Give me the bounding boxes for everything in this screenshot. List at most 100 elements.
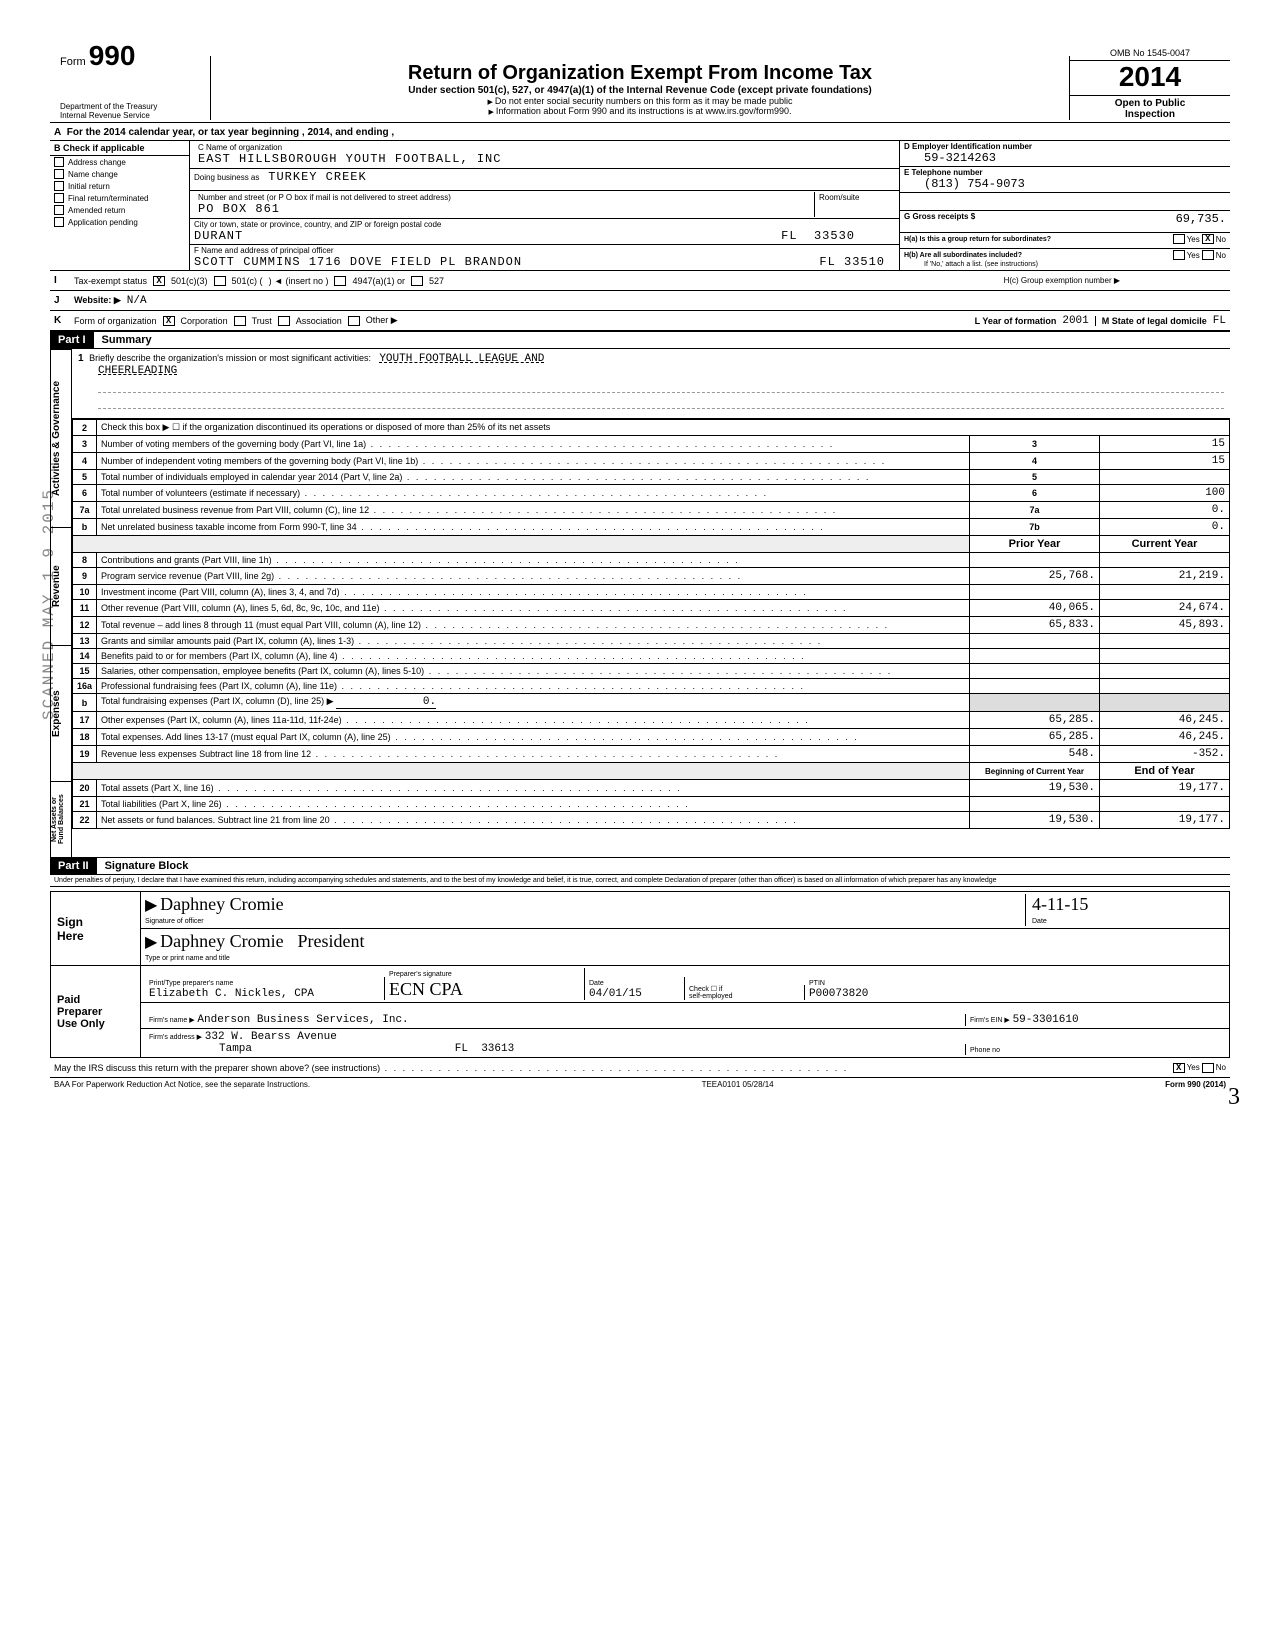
org-name: EAST HILLSBOROUGH YOUTH FOOTBALL, INC xyxy=(198,152,501,166)
chk-final-return[interactable]: Final return/terminated xyxy=(50,192,189,204)
chk-label: Amended return xyxy=(68,206,125,215)
chk-corporation[interactable]: X xyxy=(163,316,175,326)
line15-curr xyxy=(1100,664,1230,679)
officer-sig-label: Signature of officer xyxy=(145,918,204,925)
chk-initial-return[interactable]: Initial return xyxy=(50,180,189,192)
chk-association[interactable] xyxy=(278,316,290,326)
chk-4947[interactable] xyxy=(334,276,346,286)
open-inspection: Open to Public Inspection xyxy=(1070,96,1230,120)
chk-label: Final return/terminated xyxy=(68,194,148,203)
firm-phone-label: Phone no xyxy=(970,1047,1000,1054)
dba-value: TURKEY CREEK xyxy=(268,170,366,184)
line8-curr xyxy=(1100,553,1230,568)
line7a-val: 0. xyxy=(1100,502,1230,519)
line22-curr: 19,177. xyxy=(1100,812,1230,829)
mission-text2: CHEERLEADING xyxy=(78,365,177,377)
chk-trust[interactable] xyxy=(234,316,246,326)
row-a-text: For the 2014 calendar year, or tax year … xyxy=(67,127,394,138)
chk-name-change[interactable]: Name change xyxy=(50,168,189,180)
part1-num: Part I xyxy=(50,332,94,348)
line6-desc: Total number of volunteers (estimate if … xyxy=(97,485,970,502)
line5-box: 5 xyxy=(970,470,1100,485)
line19-curr: -352. xyxy=(1100,746,1230,763)
vlabel-expenses: Expenses xyxy=(50,645,72,781)
form-title: Return of Organization Exempt From Incom… xyxy=(221,62,1059,85)
chk-501c[interactable] xyxy=(214,276,226,286)
line17-desc: Other expenses (Part IX, column (A), lin… xyxy=(97,712,970,729)
part1-title: Summary xyxy=(94,331,1230,349)
phone-value: (813) 754-9073 xyxy=(904,177,1025,191)
line21-prior xyxy=(970,797,1100,812)
gross-label: G Gross receipts $ xyxy=(904,212,975,221)
chk-address-change[interactable]: Address change xyxy=(50,156,189,168)
line16a-prior xyxy=(970,679,1100,694)
line21-curr xyxy=(1100,797,1230,812)
city-label: City or town, state or province, country… xyxy=(194,220,441,229)
line17-prior: 65,285. xyxy=(970,712,1100,729)
officer-printed-name: Daphney Cromie xyxy=(160,931,283,951)
line5-desc: Total number of individuals employed in … xyxy=(97,470,970,485)
section-bcde: B Check if applicable Address change Nam… xyxy=(50,141,1230,271)
state-value: FL xyxy=(781,229,797,243)
yof-value: 2001 xyxy=(1062,315,1088,327)
line6-box: 6 xyxy=(970,485,1100,502)
line10-curr xyxy=(1100,585,1230,600)
chk-amended-return[interactable]: Amended return xyxy=(50,204,189,216)
line17-curr: 46,245. xyxy=(1100,712,1230,729)
line2: Check this box ▶ ☐ if the organization d… xyxy=(97,420,1230,436)
line16a-desc: Professional fundraising fees (Part IX, … xyxy=(97,679,970,694)
ha-no[interactable]: X xyxy=(1202,234,1214,244)
hdr-current: Current Year xyxy=(1100,536,1230,553)
chk-label: Name change xyxy=(68,170,118,179)
chk-527[interactable] xyxy=(411,276,423,286)
column-b-checkboxes: B Check if applicable Address change Nam… xyxy=(50,141,190,270)
part1-header: Part I Summary xyxy=(50,331,1230,349)
discuss-no[interactable] xyxy=(1202,1063,1214,1073)
opt-501c-insert: ) ◄ (insert no ) xyxy=(269,276,329,286)
chk-other[interactable] xyxy=(348,316,360,326)
ha-yes[interactable] xyxy=(1173,234,1185,244)
hb-yes[interactable] xyxy=(1173,250,1185,260)
firm-addr-label: Firm's address ▶ xyxy=(149,1034,202,1041)
part2-num: Part II xyxy=(50,858,97,874)
line10-prior xyxy=(970,585,1100,600)
chk-label: Address change xyxy=(68,158,126,167)
form-number-block: Form 990 Department of the Treasury Inte… xyxy=(50,40,210,120)
page-number-handwritten: 3 xyxy=(1228,1084,1240,1111)
line9-prior: 25,768. xyxy=(970,568,1100,585)
no-label: No xyxy=(1216,1063,1226,1072)
line15-desc: Salaries, other compensation, employee b… xyxy=(97,664,970,679)
discuss-yes[interactable]: X xyxy=(1173,1063,1185,1073)
line19-desc: Revenue less expenses Subtract line 18 f… xyxy=(97,746,970,763)
officer-signature: Daphney Cromie xyxy=(160,894,283,914)
line9-desc: Program service revenue (Part VIII, line… xyxy=(97,568,970,585)
mission-block: 1 Briefly describe the organization's mi… xyxy=(72,349,1230,419)
mission-text: YOUTH FOOTBALL LEAGUE AND xyxy=(379,353,544,365)
firm-ein: 59-3301610 xyxy=(1013,1014,1079,1026)
chk-501c3[interactable]: X xyxy=(153,276,165,286)
form-header: Form 990 Department of the Treasury Inte… xyxy=(50,40,1230,123)
summary-section: Activities & Governance Revenue Expenses… xyxy=(50,349,1230,857)
line8-desc: Contributions and grants (Part VIII, lin… xyxy=(97,553,970,568)
ein-value: 59-3214263 xyxy=(904,151,996,165)
footer-baa: BAA For Paperwork Reduction Act Notice, … xyxy=(54,1080,310,1089)
department-label: Department of the Treasury Internal Reve… xyxy=(60,102,210,120)
firm-ein-label: Firm's EIN ▶ xyxy=(970,1017,1010,1024)
ein-label: D Employer Identification number xyxy=(904,142,1032,151)
room-label: Room/suite xyxy=(819,193,859,202)
line13-curr xyxy=(1100,634,1230,649)
line13-prior xyxy=(970,634,1100,649)
officer-value: SCOTT CUMMINS 1716 DOVE FIELD PL BRANDON xyxy=(194,255,522,269)
omb-number: OMB No 1545-0047 xyxy=(1070,46,1230,61)
line21-desc: Total liabilities (Part X, line 26) xyxy=(97,797,970,812)
firm-zip: 33613 xyxy=(481,1043,514,1055)
hb-no[interactable] xyxy=(1202,250,1214,260)
street-label: Number and street (or P O box if mail is… xyxy=(198,193,451,202)
line20-prior: 19,530. xyxy=(970,780,1100,797)
form-subtitle: Under section 501(c), 527, or 4947(a)(1)… xyxy=(221,85,1059,96)
signature-block: Sign Here ▶ Daphney Cromie Signature of … xyxy=(50,891,1230,1058)
chk-application-pending[interactable]: Application pending xyxy=(50,216,189,228)
hc-label: H(c) Group exemption number ▶ xyxy=(1004,276,1120,285)
tax-status-label: Tax-exempt status xyxy=(74,276,147,286)
hdr-beg: Beginning of Current Year xyxy=(970,763,1100,780)
